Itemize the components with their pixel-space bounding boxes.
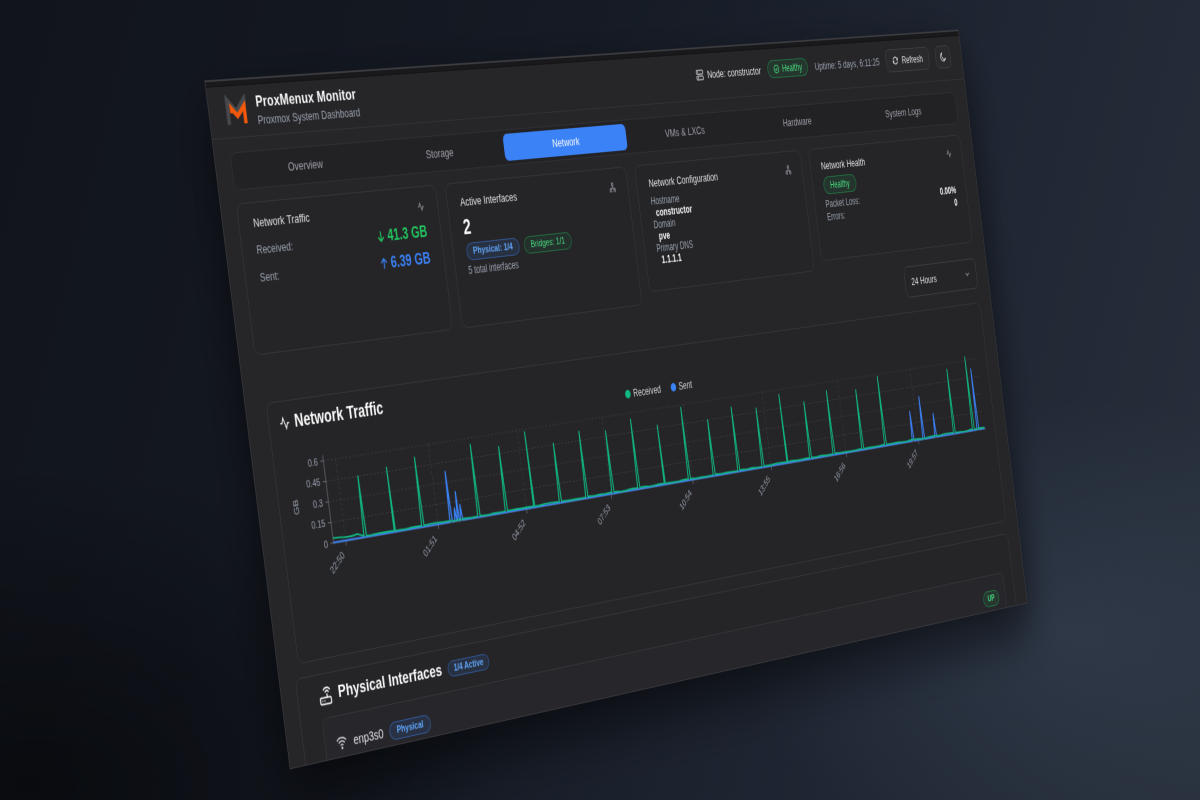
svg-text:04:52: 04:52 (510, 517, 527, 543)
svg-text:0.6: 0.6 (307, 455, 318, 469)
svg-text:0.3: 0.3 (312, 496, 323, 510)
svg-text:0: 0 (323, 538, 328, 551)
svg-text:0.45: 0.45 (306, 476, 321, 491)
svg-text:Received: Received (633, 384, 662, 400)
svg-text:0.15: 0.15 (311, 517, 326, 532)
svg-text:19:57: 19:57 (905, 447, 919, 471)
svg-text:Sent: Sent (678, 380, 693, 393)
svg-text:13:55: 13:55 (757, 473, 772, 498)
svg-text:16:56: 16:56 (833, 460, 847, 484)
svg-text:GB: GB (291, 499, 301, 516)
svg-text:07:53: 07:53 (596, 502, 612, 528)
svg-text:22:50: 22:50 (328, 549, 346, 576)
svg-text:01:51: 01:51 (421, 532, 438, 559)
svg-text:10:54: 10:54 (678, 487, 693, 512)
